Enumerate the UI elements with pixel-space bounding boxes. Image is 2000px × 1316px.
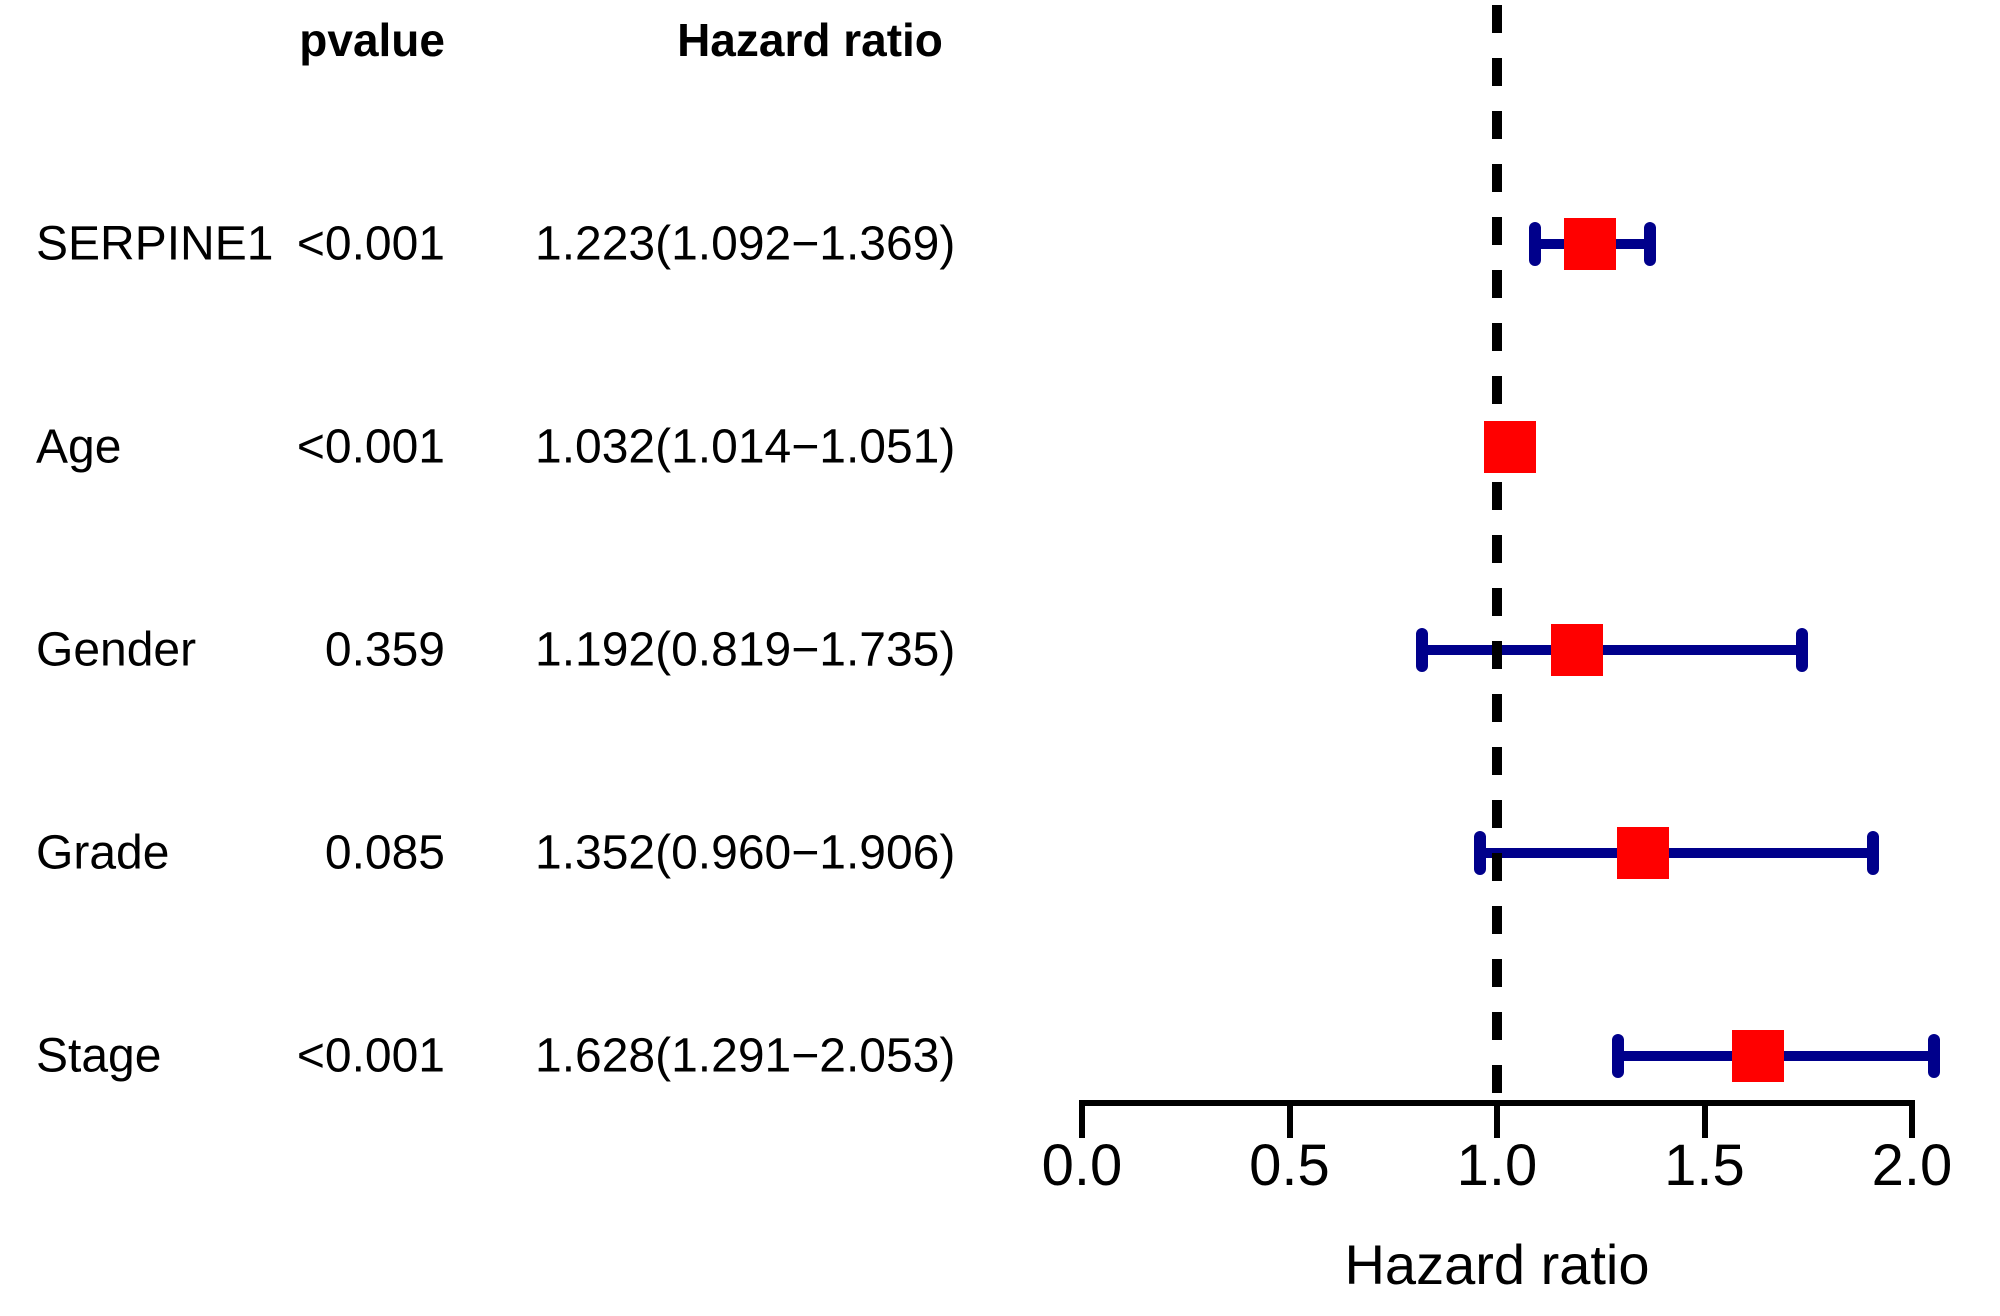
point-estimate-stage	[1731, 1030, 1784, 1082]
x-axis-tick-2.0	[1909, 1100, 1915, 1138]
x-axis-title: Hazard ratio	[1344, 1233, 1650, 1296]
column-header-hazard-ratio: Hazard ratio	[677, 14, 943, 66]
row-hr-ci-text-gender: 1.192(0.819−1.735)	[535, 623, 956, 677]
point-estimate-grade	[1617, 827, 1670, 879]
x-axis-tick-label-0.0: 0.0	[1041, 1133, 1123, 1198]
row-pvalue-age: <0.001	[296, 420, 445, 474]
x-axis-tick-label-2.0: 2.0	[1871, 1133, 1953, 1198]
x-axis-tick-label-1.0: 1.0	[1456, 1133, 1538, 1198]
ci-cap-right-gender	[1796, 628, 1809, 672]
row-hr-ci-text-age: 1.032(1.014−1.051)	[535, 420, 956, 474]
ci-cap-left-stage	[1611, 1034, 1624, 1078]
ci-cap-left-serpine1	[1529, 222, 1542, 266]
ci-bar-grade	[1480, 848, 1873, 858]
reference-line	[1492, 5, 1502, 1100]
ci-cap-left-grade	[1474, 831, 1487, 875]
row-pvalue-stage: <0.001	[296, 1029, 445, 1083]
point-estimate-age	[1484, 421, 1537, 473]
ci-cap-left-gender	[1415, 628, 1428, 672]
row-pvalue-serpine1: <0.001	[296, 217, 445, 271]
row-hr-ci-text-stage: 1.628(1.291−2.053)	[535, 1029, 956, 1083]
x-axis-tick-1.5	[1701, 1100, 1708, 1138]
row-pvalue-gender: 0.359	[324, 623, 445, 677]
ci-cap-right-serpine1	[1644, 222, 1657, 266]
ci-bar-gender	[1421, 645, 1802, 655]
row-label-age: Age	[36, 420, 122, 474]
ci-cap-right-grade	[1866, 831, 1879, 875]
column-header-pvalue: pvalue	[299, 14, 445, 66]
row-label-stage: Stage	[36, 1029, 162, 1083]
x-axis-tick-0.5	[1286, 1100, 1293, 1138]
row-label-serpine1: SERPINE1	[36, 217, 274, 271]
row-pvalue-grade: 0.085	[324, 826, 445, 880]
point-estimate-gender	[1550, 624, 1603, 676]
x-axis-tick-label-1.5: 1.5	[1664, 1133, 1745, 1198]
row-label-gender: Gender	[36, 623, 197, 677]
row-label-grade: Grade	[36, 826, 170, 880]
ci-cap-right-stage	[1927, 1034, 1940, 1078]
x-axis-tick-1.0	[1494, 1100, 1500, 1138]
x-axis-tick-0.0	[1079, 1100, 1085, 1138]
row-hr-ci-text-grade: 1.352(0.960−1.906)	[535, 826, 956, 880]
row-hr-ci-text-serpine1: 1.223(1.092−1.369)	[535, 217, 956, 271]
point-estimate-serpine1	[1563, 218, 1616, 270]
x-axis-tick-label-0.5: 0.5	[1249, 1133, 1330, 1198]
